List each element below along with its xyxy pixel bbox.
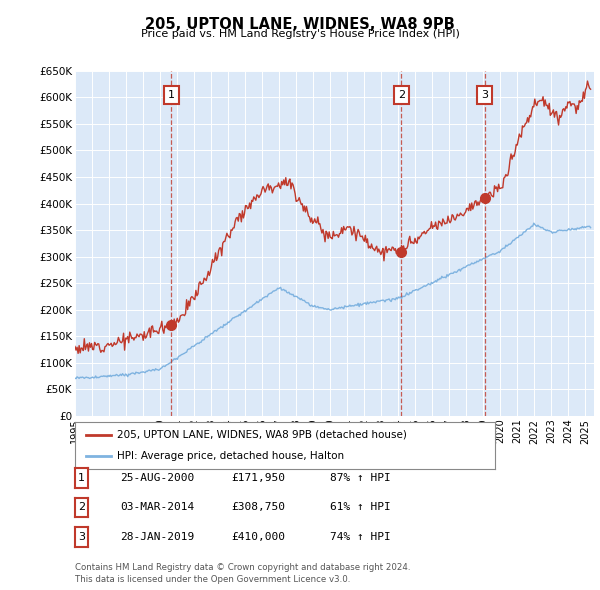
Text: 3: 3	[78, 532, 85, 542]
Text: 74% ↑ HPI: 74% ↑ HPI	[330, 532, 391, 542]
Text: 61% ↑ HPI: 61% ↑ HPI	[330, 503, 391, 512]
Text: 1: 1	[78, 473, 85, 483]
Text: Price paid vs. HM Land Registry's House Price Index (HPI): Price paid vs. HM Land Registry's House …	[140, 29, 460, 39]
Text: £171,950: £171,950	[231, 473, 285, 483]
Text: Contains HM Land Registry data © Crown copyright and database right 2024.: Contains HM Land Registry data © Crown c…	[75, 563, 410, 572]
Text: 28-JAN-2019: 28-JAN-2019	[120, 532, 194, 542]
Text: 87% ↑ HPI: 87% ↑ HPI	[330, 473, 391, 483]
Text: £410,000: £410,000	[231, 532, 285, 542]
Text: 25-AUG-2000: 25-AUG-2000	[120, 473, 194, 483]
Text: 205, UPTON LANE, WIDNES, WA8 9PB (detached house): 205, UPTON LANE, WIDNES, WA8 9PB (detach…	[117, 430, 407, 440]
Text: 2: 2	[78, 503, 85, 512]
Text: 1: 1	[167, 90, 175, 100]
Text: £308,750: £308,750	[231, 503, 285, 512]
Text: 3: 3	[481, 90, 488, 100]
Text: 03-MAR-2014: 03-MAR-2014	[120, 503, 194, 512]
Text: HPI: Average price, detached house, Halton: HPI: Average price, detached house, Halt…	[117, 451, 344, 461]
Text: 205, UPTON LANE, WIDNES, WA8 9PB: 205, UPTON LANE, WIDNES, WA8 9PB	[145, 17, 455, 31]
Text: This data is licensed under the Open Government Licence v3.0.: This data is licensed under the Open Gov…	[75, 575, 350, 584]
Text: 2: 2	[398, 90, 405, 100]
